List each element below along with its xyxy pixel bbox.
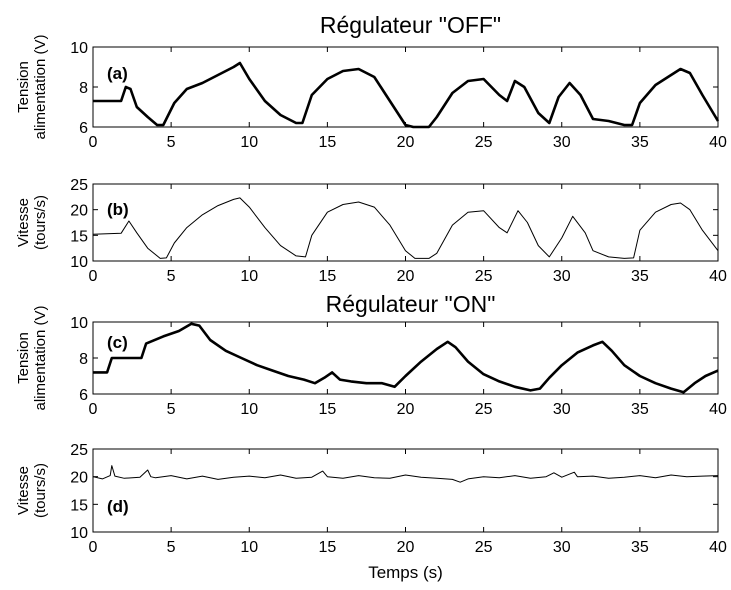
plot-frame-4 [92, 448, 719, 533]
panel-label: (c) [107, 333, 128, 352]
x-tick-label: 15 [318, 401, 336, 418]
y-tick-label: 20 [70, 470, 88, 487]
x-tick-label: 40 [709, 268, 727, 285]
x-tick-label: 40 [709, 539, 727, 556]
plot-frame-2 [92, 183, 719, 262]
y-axis-label: alimentation (V) [32, 305, 49, 410]
x-tick-label: 10 [240, 268, 258, 285]
x-tick-label: 35 [631, 134, 649, 151]
x-axis-label: Temps (s) [368, 563, 443, 582]
panel-label: (b) [107, 200, 129, 219]
x-tick-label: 15 [318, 134, 336, 151]
y-tick-label: 10 [70, 525, 88, 542]
x-tick-label: 20 [397, 268, 415, 285]
y-tick-label: 10 [70, 254, 88, 271]
chart-title: Régulateur "OFF" [320, 12, 501, 38]
series-line [93, 322, 719, 394]
x-tick-label: 0 [89, 268, 98, 285]
y-axis-label: Vitesse [15, 198, 32, 247]
y-tick-label: 6 [79, 120, 88, 137]
y-axis-label: (tours/s) [32, 463, 49, 518]
y-tick-label: 25 [70, 177, 88, 194]
y-tick-label: 15 [70, 497, 88, 514]
x-tick-label: 5 [167, 539, 176, 556]
x-tick-label: 10 [240, 539, 258, 556]
y-tick-label: 10 [70, 40, 88, 57]
x-tick-label: 15 [318, 539, 336, 556]
x-tick-label: 20 [397, 539, 415, 556]
panel-label: (d) [107, 497, 129, 516]
x-tick-label: 30 [553, 268, 571, 285]
x-tick-label: 35 [631, 268, 649, 285]
x-tick-label: 5 [167, 134, 176, 151]
x-tick-label: 25 [475, 539, 493, 556]
x-tick-label: 35 [631, 401, 649, 418]
x-tick-label: 20 [397, 401, 415, 418]
x-tick-label: 25 [475, 401, 493, 418]
y-axis-label: alimentation (V) [32, 34, 49, 139]
chart-title: Régulateur "ON" [326, 291, 496, 317]
y-axis-label: Tension [15, 332, 32, 384]
x-tick-label: 0 [89, 401, 98, 418]
series-line [93, 61, 720, 129]
plot-frame-3 [92, 321, 719, 395]
y-tick-label: 25 [70, 442, 88, 459]
y-axis-label: Tension [15, 61, 32, 113]
y-tick-label: 20 [70, 203, 88, 220]
series-line [92, 197, 719, 259]
x-tick-label: 5 [167, 268, 176, 285]
x-tick-label: 40 [709, 401, 727, 418]
x-tick-label: 5 [167, 401, 176, 418]
x-tick-label: 0 [89, 539, 98, 556]
x-tick-label: 0 [89, 134, 98, 151]
x-tick-label: 25 [475, 268, 493, 285]
x-tick-label: 10 [240, 134, 258, 151]
y-axis-label: Vitesse [15, 466, 32, 515]
y-tick-label: 8 [79, 351, 88, 368]
x-tick-label: 30 [553, 539, 571, 556]
y-tick-label: 15 [70, 228, 88, 245]
y-axis-label: (tours/s) [32, 195, 49, 250]
y-tick-label: 8 [79, 80, 88, 97]
plot-frame-1 [92, 46, 719, 128]
y-tick-label: 10 [70, 315, 88, 332]
panel-label: (a) [107, 64, 128, 83]
x-tick-label: 35 [631, 539, 649, 556]
x-tick-label: 40 [709, 134, 727, 151]
x-tick-label: 20 [397, 134, 415, 151]
x-tick-label: 10 [240, 401, 258, 418]
x-tick-label: 30 [553, 401, 571, 418]
x-tick-label: 15 [318, 268, 336, 285]
series-line [92, 465, 719, 483]
y-tick-label: 6 [79, 387, 88, 404]
x-tick-label: 25 [475, 134, 493, 151]
x-tick-label: 30 [553, 134, 571, 151]
